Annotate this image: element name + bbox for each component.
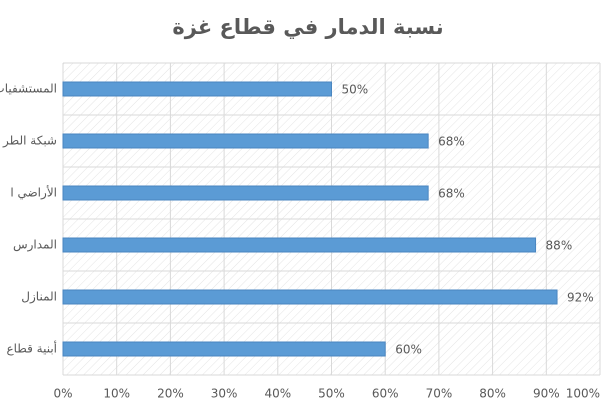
value-label: 60% (395, 343, 422, 357)
x-tick-label: 0% (53, 387, 72, 401)
value-label: 68% (438, 135, 465, 149)
bar (62, 185, 429, 201)
bar (62, 341, 386, 357)
value-label: 92% (567, 291, 594, 305)
x-tick-label: 40% (264, 387, 291, 401)
y-tick-label: المنازل (21, 290, 57, 305)
x-tick-label: 20% (157, 387, 184, 401)
bar (62, 237, 537, 253)
x-tick-label: 60% (372, 387, 399, 401)
y-tick-label: شبكة الطر (2, 134, 57, 149)
y-tick-label: المدارس (13, 238, 57, 253)
x-tick-label: 10% (103, 387, 130, 401)
x-tick-label: 100% (566, 387, 600, 401)
y-tick-label: الأراضي ا (10, 185, 57, 201)
y-tick-label: المستشفيات (0, 82, 57, 96)
value-label: 68% (438, 187, 465, 201)
x-tick-label: 90% (533, 387, 560, 401)
y-tick-label: أبنية قطاع (6, 341, 57, 356)
bar (62, 289, 558, 305)
x-tick-label: 30% (211, 387, 238, 401)
chart-title: نسبة الدمار في قطاع غزة (172, 15, 443, 39)
bar (62, 81, 332, 97)
bar (62, 133, 429, 149)
x-tick-label: 50% (318, 387, 345, 401)
x-tick-label: 70% (426, 387, 453, 401)
x-tick-label: 80% (479, 387, 506, 401)
value-label: 88% (546, 239, 573, 253)
value-label: 50% (342, 83, 369, 97)
